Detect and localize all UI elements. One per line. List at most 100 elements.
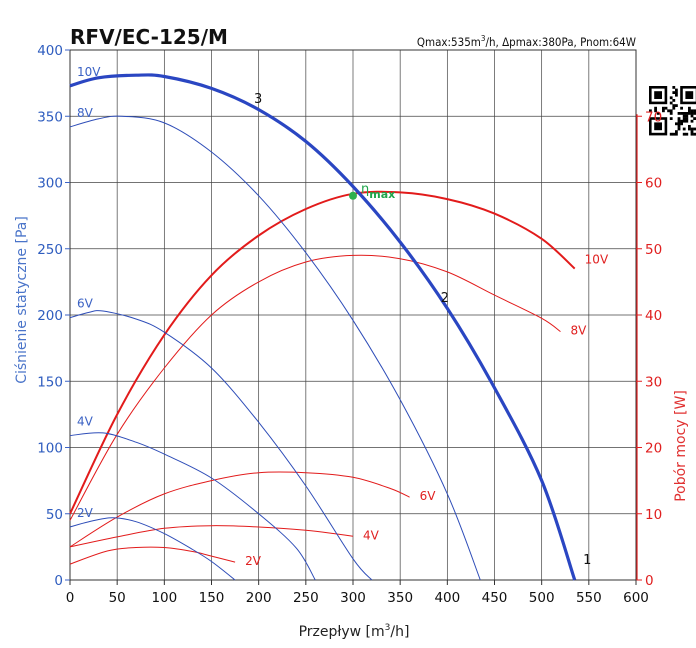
qr-module	[690, 109, 694, 113]
x-tick-label: 550	[576, 590, 602, 606]
qr-module	[667, 109, 670, 113]
power-curve-10v	[69, 190, 576, 515]
y-tick-label: 400	[37, 43, 63, 59]
x-tick-label: 150	[199, 590, 225, 606]
x-tick-label: 300	[340, 590, 366, 606]
qr-module	[675, 132, 678, 136]
qr-module	[669, 112, 673, 115]
x-tick-label: 400	[434, 590, 460, 606]
qr-module	[669, 109, 673, 113]
qr-module	[685, 117, 689, 120]
x-tick-label: 450	[482, 590, 508, 606]
pressure-curve-10v	[69, 73, 577, 581]
qr-module	[690, 112, 694, 115]
qr-module	[656, 112, 660, 115]
y-tick-label: 300	[37, 176, 63, 192]
qr-module	[677, 125, 681, 128]
power-curve-6v	[69, 471, 410, 548]
qr-module	[672, 99, 676, 102]
x-label-superscript: 3	[385, 623, 391, 633]
eta-max-point	[349, 191, 357, 200]
qr-module	[677, 119, 681, 123]
qr-module	[685, 114, 689, 118]
y-tick-label: 200	[37, 308, 63, 324]
qr-module	[649, 109, 652, 113]
x-tick-label: 350	[387, 590, 413, 606]
pressure-curve-6v	[69, 310, 373, 581]
curve-labels: 10V 8V 6V 4V 2V 10V 8V 6V 4V 2V	[77, 65, 609, 568]
y2-tick-label: 0	[645, 573, 654, 589]
y2-tick-label: 50	[645, 242, 662, 258]
qr-module	[669, 132, 673, 136]
qr-finder-eye	[685, 91, 694, 99]
y2-tick-label: 20	[645, 441, 662, 457]
qr-module	[685, 119, 689, 123]
subtitle-part-a: Qmax:535m	[417, 35, 481, 49]
pressure-label-6v: 6V	[77, 297, 94, 311]
power-curve-8v	[69, 254, 561, 521]
power-label-10v: 10V	[585, 253, 609, 267]
x-label-part-a: Przepływ [m	[299, 624, 385, 640]
power-curves	[69, 190, 576, 565]
x-tick-label: 500	[529, 590, 555, 606]
qr-module	[675, 104, 678, 107]
y2-tick-label: 70	[645, 109, 662, 125]
pressure-label-2v: 2V	[77, 506, 94, 520]
curve-marker-2: 2	[441, 291, 449, 306]
qr-module	[682, 114, 686, 118]
y-tick-label: 0	[54, 573, 63, 589]
qr-module	[688, 125, 691, 128]
qr-module	[677, 112, 681, 115]
qr-code	[649, 86, 696, 136]
qr-module	[675, 122, 678, 126]
qr-module	[688, 109, 691, 113]
qr-module	[675, 130, 678, 133]
pressure-label-8v: 8V	[77, 106, 94, 120]
pressure-curve-4v	[69, 432, 316, 581]
x-tick-label: 250	[293, 590, 319, 606]
qr-module	[690, 127, 694, 131]
pressure-curve-2v	[69, 517, 236, 581]
qr-module	[672, 132, 676, 136]
power-label-8v: 8V	[571, 324, 588, 338]
y2-tick-label: 40	[645, 308, 662, 324]
qr-module	[690, 130, 694, 133]
qr-module	[675, 88, 678, 92]
qr-module	[690, 114, 694, 118]
qr-module	[685, 132, 689, 136]
x-label-part-b: /h]	[390, 624, 409, 640]
qr-module	[662, 109, 665, 113]
qr-module	[672, 86, 676, 89]
qr-module	[675, 93, 678, 97]
y-tick-label: 50	[46, 507, 63, 523]
qr-module	[693, 117, 696, 120]
y2-tick-label: 10	[645, 507, 662, 523]
power-curve-2v	[69, 546, 236, 565]
eta-max-label: ηmax	[361, 182, 395, 201]
pressure-label-10v: 10V	[77, 65, 101, 79]
qr-module	[690, 119, 694, 123]
curve-marker-1: 1	[583, 553, 591, 568]
qr-module	[677, 127, 681, 131]
qr-module	[677, 117, 681, 120]
qr-module	[654, 106, 657, 110]
pressure-curve-8v	[69, 115, 481, 581]
power-label-6v: 6V	[420, 489, 437, 503]
eta-symbol: η	[361, 182, 369, 197]
x-tick-label: 600	[623, 590, 649, 606]
y-tick-label: 250	[37, 242, 63, 258]
qr-module	[682, 127, 686, 131]
y2-tick-label: 60	[645, 176, 662, 192]
qr-module	[693, 132, 696, 136]
qr-module	[685, 112, 689, 115]
qr-module	[672, 106, 676, 110]
chart-grid	[69, 49, 637, 581]
qr-module	[690, 132, 694, 136]
x-axis-label: Przepływ [m3/h]	[299, 623, 410, 640]
x-tick-label: 50	[109, 590, 126, 606]
y-tick-label: 350	[37, 109, 63, 125]
curve-marker-3: 3	[254, 92, 262, 107]
power-label-4v: 4V	[363, 528, 380, 542]
pressure-label-4v: 4V	[77, 415, 94, 429]
